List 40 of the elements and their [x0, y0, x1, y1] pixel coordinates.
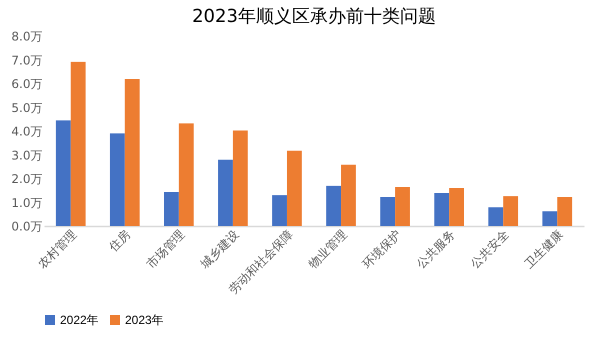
- bar: [449, 188, 464, 226]
- bar: [124, 78, 140, 226]
- legend-label: 2023年: [125, 313, 164, 327]
- bar: [434, 192, 450, 226]
- bar: [110, 133, 125, 226]
- bar: [341, 164, 356, 226]
- bar: [286, 150, 302, 226]
- y-tick-label: 1.0万: [11, 196, 42, 210]
- bar: [178, 123, 194, 226]
- bar: [380, 197, 396, 226]
- y-tick-label: 8.0万: [11, 30, 42, 44]
- chart-title: 2023年顺义区承办前十类问题: [192, 6, 436, 27]
- bar: [542, 211, 558, 226]
- y-tick-label: 7.0万: [11, 53, 42, 68]
- bar: [503, 196, 518, 226]
- bar: [326, 186, 342, 226]
- x-tick-label: 公共安全: [468, 227, 512, 271]
- legend-label: 2022年: [60, 313, 99, 327]
- bar: [488, 207, 504, 226]
- bar: [272, 195, 287, 226]
- y-tick-label: 2.0万: [11, 172, 42, 186]
- x-tick-label: 卫生健康: [522, 227, 566, 271]
- bar: [70, 62, 86, 226]
- y-tick-label: 5.0万: [11, 100, 42, 115]
- bar: [56, 120, 71, 226]
- x-tick-label: 公共服务: [414, 227, 458, 271]
- x-tick-label: 住房: [106, 227, 134, 255]
- bar: [395, 187, 410, 226]
- y-tick-label: 3.0万: [11, 148, 42, 162]
- bar: [232, 130, 248, 226]
- bar: [557, 197, 572, 226]
- x-tick-label: 环境保护: [360, 227, 404, 271]
- bar: [164, 192, 179, 226]
- x-tick-label: 市场管理: [144, 227, 188, 271]
- x-tick-label: 城乡建设: [196, 227, 242, 272]
- y-tick-label: 6.0万: [11, 77, 42, 91]
- x-tick-label: 物业管理: [306, 227, 350, 271]
- bar: [218, 160, 233, 226]
- y-tick-label: 0.0万: [11, 220, 42, 234]
- y-tick-label: 4.0万: [11, 124, 42, 138]
